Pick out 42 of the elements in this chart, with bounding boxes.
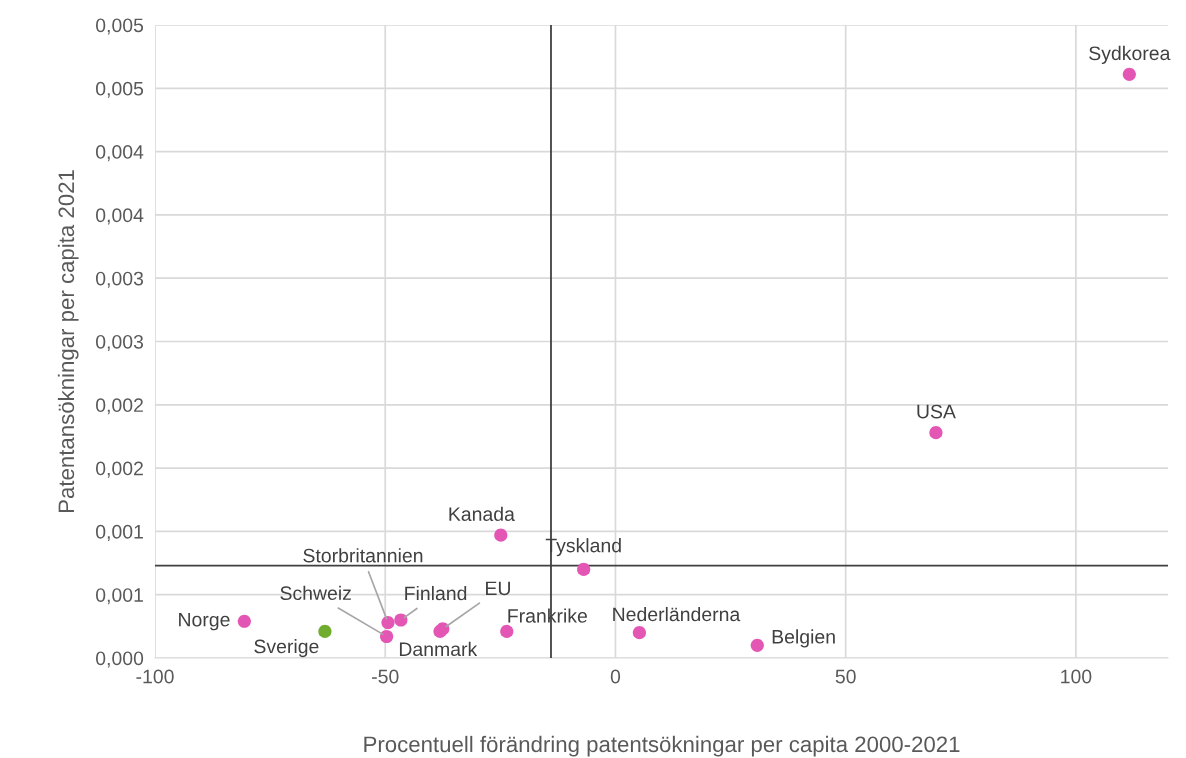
y-tick-label: 0,005 — [95, 81, 144, 98]
annotation: Kanada — [449, 506, 515, 521]
point — [1122, 67, 1136, 81]
point — [750, 638, 764, 652]
point — [237, 614, 251, 628]
x-tick-label: -100 — [136, 669, 174, 684]
x-tick-label: 0 — [610, 669, 621, 684]
annotation: Nederländerna — [613, 606, 741, 622]
annotation: Danmark — [399, 641, 478, 657]
annotation: Sydkorea — [1089, 45, 1171, 64]
y-tick-label: 0,000 — [95, 651, 144, 668]
y-tick-label: 0,003 — [95, 271, 144, 288]
y-tick-label: 0,002 — [95, 398, 143, 415]
y-tick-label: 0,004 — [95, 208, 144, 225]
y-tick-label: 0,002 — [95, 461, 143, 478]
x-tick-label: -50 — [372, 669, 399, 684]
point — [318, 624, 332, 638]
y-tick-label: 0,004 — [95, 145, 144, 162]
annotation: EU — [486, 581, 510, 596]
point — [632, 626, 646, 640]
annotation: Storbritannien — [303, 548, 423, 563]
y-tick-label: 0,003 — [95, 334, 144, 352]
point — [380, 629, 394, 644]
x-axis-title: Procentuell förändring patentsökningar per capita 2000-2021 — [364, 735, 960, 757]
y-tick-label: 0,005 — [95, 18, 144, 35]
point — [381, 615, 395, 630]
y-tick-label: 0,001 — [95, 524, 143, 541]
point — [929, 426, 943, 440]
x-tick-label: 50 — [835, 669, 856, 684]
annotation: Sverige — [254, 639, 319, 658]
point — [494, 528, 508, 542]
x-tick-label: 100 — [1061, 669, 1092, 684]
annotation: Schweiz — [280, 585, 351, 601]
point — [577, 562, 591, 576]
annotation: Finland — [405, 585, 467, 601]
y-axis-title: Patentansökningar per capita 2021 — [57, 170, 79, 513]
y-tick-label: 0,001 — [95, 588, 143, 605]
annotation: Norge — [179, 612, 230, 631]
point — [500, 624, 514, 638]
annotation: USA — [917, 404, 956, 419]
annotation: Belgien — [772, 629, 835, 648]
point — [394, 613, 408, 627]
